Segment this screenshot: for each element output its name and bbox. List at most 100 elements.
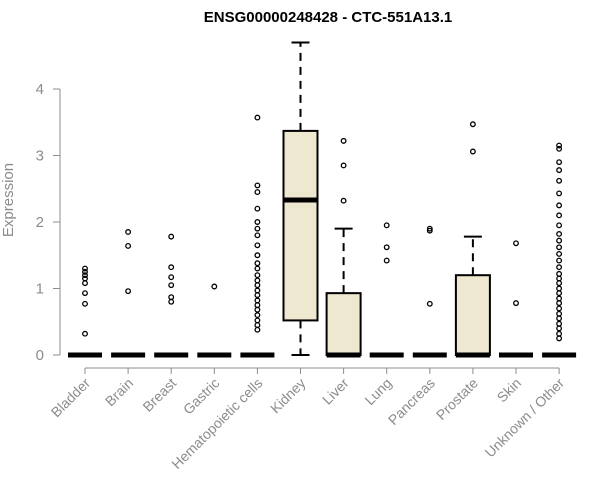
outlier-point — [82, 290, 88, 297]
outlier-point — [556, 167, 563, 174]
outlier-point — [254, 260, 261, 267]
outlier-point — [383, 257, 390, 264]
outlier-point — [469, 121, 476, 128]
outlier-point — [254, 312, 261, 319]
box-kidney — [282, 41, 319, 356]
outlier-point — [254, 292, 261, 299]
outlier-point — [426, 300, 433, 307]
outlier-point — [82, 265, 88, 272]
outlier-point — [556, 315, 563, 322]
outlier-point — [340, 197, 347, 204]
outlier-point — [168, 264, 175, 271]
y-axis-label: Expression — [0, 163, 17, 237]
outlier-point — [254, 317, 261, 324]
outlier-point — [556, 330, 563, 337]
outlier-point — [82, 300, 88, 307]
outlier-point — [556, 202, 563, 209]
outlier-point — [426, 225, 433, 232]
x-tick-label: Lung — [361, 375, 394, 408]
outlier-point — [556, 305, 563, 312]
outlier-point — [556, 142, 563, 149]
outlier-point — [556, 295, 563, 302]
y-tick-label: 2 — [36, 214, 44, 231]
outlier-point — [168, 294, 175, 301]
outlier-point — [125, 229, 132, 235]
box-brain — [111, 229, 146, 358]
x-tick-label: Brain — [102, 375, 136, 409]
outlier-point — [556, 325, 563, 332]
box-pancreas — [412, 225, 447, 358]
outlier-point — [556, 264, 563, 271]
outlier-point — [254, 306, 261, 313]
outlier-point — [556, 285, 563, 292]
outlier-point — [254, 265, 261, 272]
outlier-point — [556, 250, 563, 257]
outlier-point — [556, 159, 563, 166]
outlier-point — [254, 189, 261, 196]
box-lung — [369, 222, 404, 358]
x-tick-label: Breast — [139, 375, 179, 415]
outlier-point — [82, 330, 88, 337]
x-tick-label: Unknown / Other — [482, 375, 568, 461]
outlier-point — [556, 275, 563, 282]
x-tick-label: Skin — [494, 375, 525, 406]
x-tick-label: Liver — [319, 375, 352, 408]
outlier-point — [254, 232, 261, 239]
y-tick-label: 3 — [36, 148, 44, 165]
outlier-point — [556, 310, 563, 317]
x-tick-label: Kidney — [267, 375, 309, 417]
box-gastric — [197, 283, 232, 358]
outlier-point — [556, 177, 563, 184]
outlier-point — [254, 322, 261, 329]
outlier-point — [469, 148, 476, 155]
box-unknown-other — [542, 142, 577, 358]
outlier-point — [254, 282, 261, 289]
outlier-point — [556, 290, 563, 297]
outlier-point — [383, 244, 390, 251]
x-tick-label: Bladder — [48, 375, 94, 421]
outlier-point — [254, 242, 261, 249]
box-liver — [325, 137, 362, 358]
outlier-point — [556, 257, 563, 264]
outlier-point — [254, 219, 261, 225]
outlier-point — [254, 225, 261, 232]
outlier-point — [556, 222, 563, 229]
box-prostate — [454, 121, 491, 358]
y-tick-label: 1 — [36, 281, 44, 298]
box-skin — [499, 240, 533, 358]
outlier-point — [556, 145, 563, 152]
outlier-point — [82, 280, 88, 287]
box-body — [325, 292, 362, 356]
outlier-point — [254, 114, 261, 121]
outlier-point — [254, 326, 261, 333]
outlier-point — [82, 272, 88, 279]
box-body — [282, 129, 319, 322]
outlier-point — [340, 137, 347, 144]
x-tick-label: Gastric — [180, 375, 223, 418]
outlier-point — [556, 237, 563, 244]
outlier-point — [340, 162, 347, 169]
outlier-point — [168, 274, 175, 281]
outlier-point — [556, 190, 563, 197]
outlier-point — [556, 300, 563, 307]
box-body — [454, 274, 491, 357]
y-tick-label: 0 — [36, 347, 44, 364]
outlier-point — [556, 270, 563, 277]
y-axis: 0 1 2 3 4 — [36, 81, 61, 364]
box-breast — [154, 233, 189, 358]
outlier-point — [168, 298, 175, 305]
outlier-point — [254, 205, 261, 212]
box-group — [68, 41, 577, 358]
y-tick-label: 4 — [36, 81, 44, 98]
outlier-point — [168, 282, 175, 289]
x-tick-label: Prostate — [433, 375, 481, 423]
outlier-point — [556, 231, 563, 237]
box-hematopoietic-cells — [240, 114, 275, 358]
outlier-point — [254, 182, 261, 189]
outlier-point — [513, 300, 519, 307]
chart-title: ENSG00000248428 - CTC-551A13.1 — [204, 9, 452, 26]
outlier-point — [383, 222, 390, 229]
outlier-point — [556, 320, 563, 327]
